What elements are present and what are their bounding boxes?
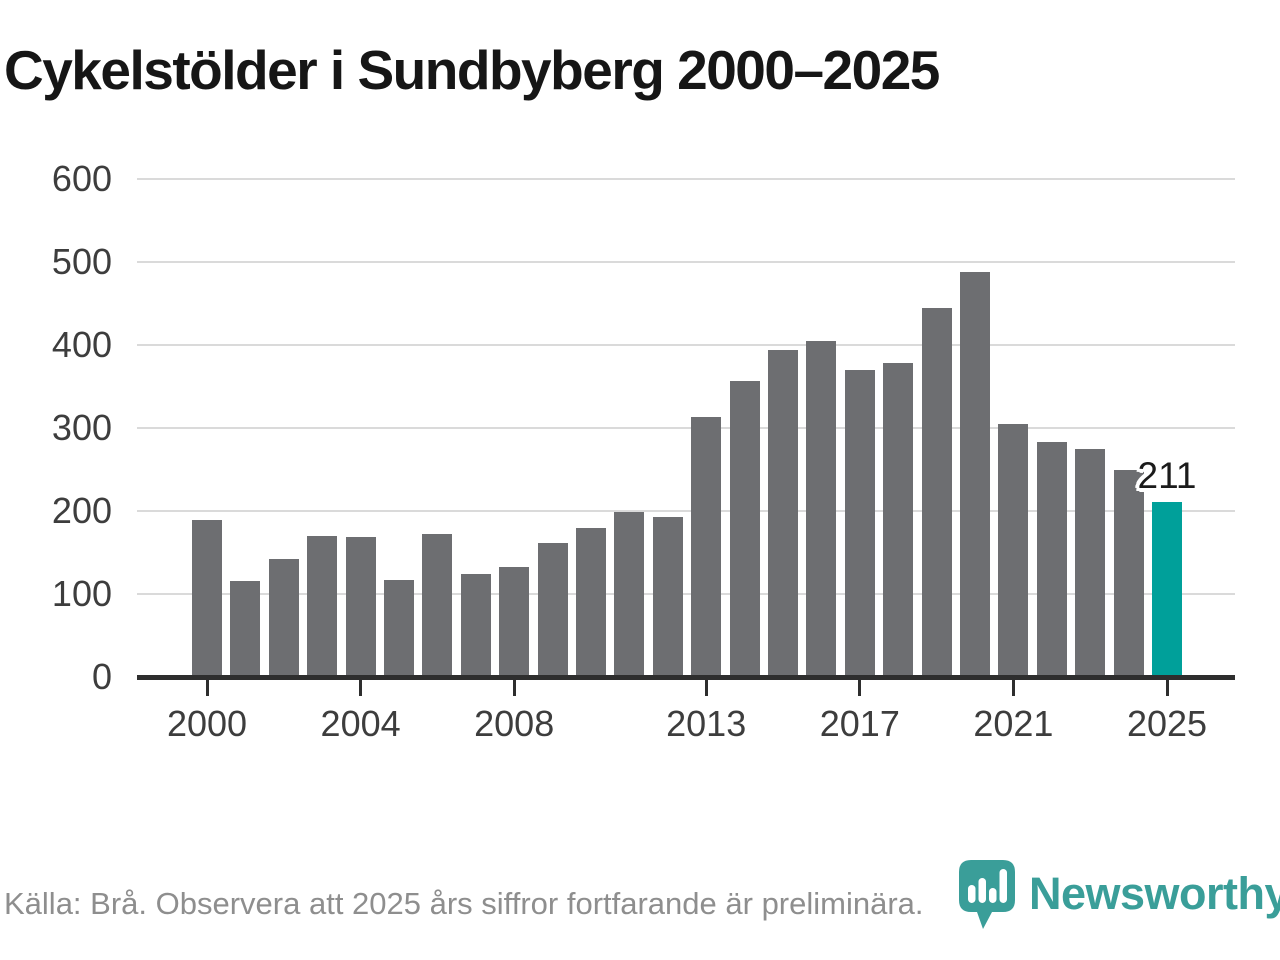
x-axis-label-2017: 2017 bbox=[819, 703, 900, 744]
newsworthy-logo-icon bbox=[957, 858, 1017, 937]
bar-2008 bbox=[499, 566, 530, 677]
x-axis-line bbox=[137, 675, 1235, 680]
bar-2024 bbox=[1113, 469, 1144, 677]
bar-2025 bbox=[1152, 501, 1182, 677]
bar-2022 bbox=[1036, 442, 1067, 677]
bar-2016 bbox=[806, 340, 837, 677]
gridline-500 bbox=[137, 261, 1235, 263]
bar-value-label-2025: 211 bbox=[1137, 454, 1197, 496]
bar-2021 bbox=[998, 423, 1029, 677]
bar-chart-plot-area: 0 100 200 300 400 500 600 2000 2004 2008 2013 2017… bbox=[52, 161, 1235, 744]
x-axis-label-2008: 2008 bbox=[474, 703, 555, 744]
y-axis-label-600: 600 bbox=[51, 158, 112, 199]
bar-2015 bbox=[768, 349, 798, 677]
y-axis-label-0: 0 bbox=[91, 656, 112, 697]
y-axis-label-400: 400 bbox=[51, 324, 112, 365]
bar-2012 bbox=[652, 516, 683, 677]
y-axis-label-500: 500 bbox=[51, 241, 112, 282]
bar-2002 bbox=[268, 559, 299, 677]
x-tick-2000 bbox=[205, 680, 209, 696]
x-tick-2004 bbox=[359, 680, 363, 696]
bar-2019 bbox=[921, 308, 952, 677]
bar-2003 bbox=[307, 535, 338, 677]
bar-2014 bbox=[729, 380, 760, 677]
bar-2020 bbox=[960, 271, 990, 677]
bar-2009 bbox=[537, 542, 568, 677]
gridline-200 bbox=[137, 510, 1235, 512]
bar-2007 bbox=[460, 574, 491, 677]
bar-2023 bbox=[1075, 448, 1106, 677]
x-tick-2013 bbox=[704, 680, 708, 696]
bar-2006 bbox=[422, 534, 453, 677]
gridline-300 bbox=[137, 427, 1235, 429]
bar-2011 bbox=[614, 511, 645, 677]
x-axis-label-2000: 2000 bbox=[166, 703, 248, 744]
newsworthy-logo[interactable]: Newsworthy bbox=[957, 858, 1280, 937]
gridline-400 bbox=[137, 344, 1235, 346]
x-tick-2021 bbox=[1011, 680, 1015, 696]
bar-2005 bbox=[384, 579, 414, 677]
bar-2004 bbox=[345, 536, 376, 677]
gridline-100 bbox=[137, 593, 1235, 595]
x-axis-label-2004: 2004 bbox=[320, 703, 401, 744]
source-note: Källa: Brå. Observera att 2025 års siffr… bbox=[4, 886, 924, 921]
y-axis-label-100: 100 bbox=[51, 573, 112, 614]
y-axis-label-200: 200 bbox=[51, 490, 112, 531]
bar-2017 bbox=[844, 369, 875, 677]
bar-2013 bbox=[691, 417, 722, 677]
chart-title: Cykelstölder i Sundbyberg 2000–2025 bbox=[4, 39, 940, 101]
x-tick-2008 bbox=[512, 680, 516, 696]
bar-2018 bbox=[883, 363, 914, 677]
x-axis-label-2021: 2021 bbox=[973, 703, 1054, 744]
x-axis-label-2013: 2013 bbox=[666, 703, 747, 744]
gridline-600 bbox=[137, 178, 1235, 180]
newsworthy-wordmark: Newsworthy bbox=[1029, 868, 1280, 919]
x-axis-label-2025: 2025 bbox=[1126, 703, 1208, 744]
bar-2001 bbox=[230, 580, 261, 677]
y-axis-label-300: 300 bbox=[51, 407, 112, 448]
x-tick-2025 bbox=[1165, 680, 1169, 696]
bar-2010 bbox=[576, 527, 606, 677]
x-tick-2017 bbox=[858, 680, 862, 696]
bar-2000 bbox=[192, 520, 222, 677]
